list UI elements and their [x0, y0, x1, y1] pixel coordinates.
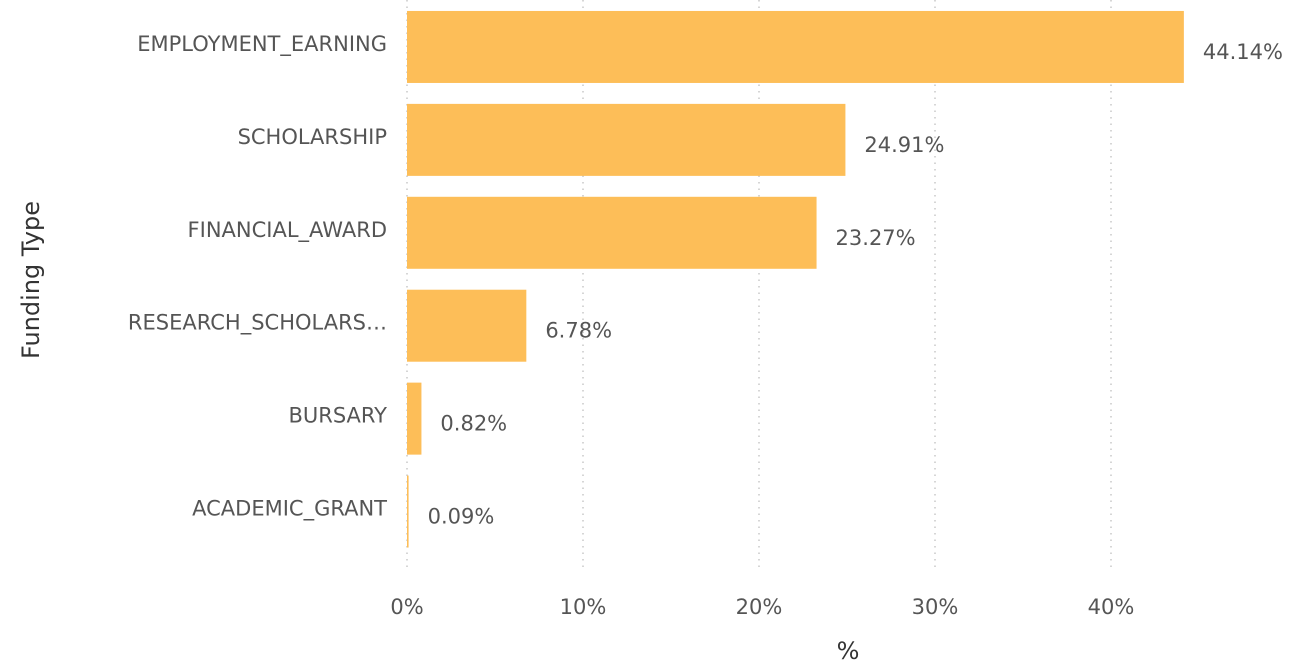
bar — [407, 289, 527, 362]
x-tick-label: 40% — [1088, 595, 1135, 619]
y-tick-label: EMPLOYMENT_EARNING — [137, 32, 387, 57]
x-tick-label: 30% — [912, 595, 959, 619]
data-label: 44.14% — [1203, 40, 1283, 64]
bar — [407, 475, 409, 548]
data-label: 6.78% — [545, 319, 612, 343]
data-label: 0.82% — [440, 412, 507, 436]
x-tick-label: 10% — [560, 595, 607, 619]
data-label: 0.09% — [428, 505, 495, 529]
x-axis-title: % — [837, 637, 860, 665]
bar — [407, 103, 846, 176]
bar — [407, 196, 817, 269]
y-tick-label: FINANCIAL_AWARD — [188, 218, 387, 243]
x-tick-label: 0% — [390, 595, 423, 619]
y-tick-label: SCHOLARSHIP — [238, 125, 387, 149]
bar — [407, 382, 422, 455]
data-label: 24.91% — [864, 133, 944, 157]
y-tick-label: BURSARY — [288, 404, 387, 428]
y-tick-label: ACADEMIC_GRANT — [192, 497, 387, 522]
x-tick-label: 20% — [736, 595, 783, 619]
bar — [407, 10, 1184, 83]
data-label: 23.27% — [836, 226, 916, 250]
y-axis-title: Funding Type — [17, 201, 45, 359]
y-tick-label: RESEARCH_SCHOLARS… — [128, 311, 387, 336]
